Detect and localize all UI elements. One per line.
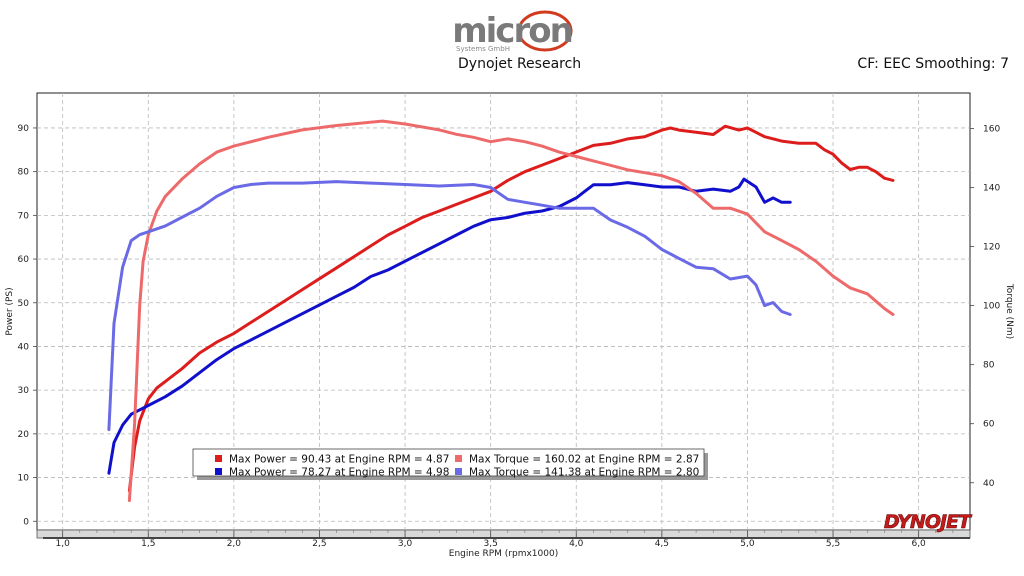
x-axis-title: Engine RPM (rpmx1000)	[449, 549, 558, 559]
torque-run-1-line	[127, 119, 895, 502]
y-left-tick-label: 20	[18, 430, 30, 440]
logo-subtitle: Systems GmbH	[456, 45, 510, 53]
legend-box	[192, 448, 705, 477]
logo-brand: micron	[452, 11, 572, 51]
y-right-tick-label: 60	[983, 420, 995, 430]
legend-entry: Max Power = 90.43 at Engine RPM = 4.87	[229, 454, 449, 466]
y-left-tick-label: 30	[18, 386, 30, 396]
x-tick-label: 4,0	[569, 539, 584, 549]
y-right-axis-title: Torque (Nm)	[1004, 283, 1014, 339]
y-left-tick-label: 40	[18, 342, 30, 352]
x-tick-label: 2,0	[227, 539, 242, 549]
legend-swatch	[455, 455, 462, 462]
y-left-axis-title: Power (PS)	[5, 287, 15, 335]
y-left-tick-label: 80	[18, 168, 30, 178]
dynojet-watermark-text: DYNOJET	[884, 511, 973, 533]
y-right-tick-label: 160	[983, 124, 1000, 134]
legend-swatch	[455, 468, 462, 475]
chart-series	[107, 119, 895, 502]
x-tick-label: 1,0	[56, 539, 71, 549]
x-tick-label: 1,5	[141, 539, 155, 549]
legend-swatch	[215, 468, 222, 475]
chart-axes: 1,0 1,5 2,0 2,5 3,0 3,5 4,0 4,5 5,0 5,5 6,0 0 10 20 30…	[5, 124, 1014, 559]
y-right-tick-label: 80	[983, 361, 995, 371]
x-tick-label: 3,5	[483, 539, 497, 549]
y-right-tick-label: 140	[983, 183, 1000, 193]
y-left-tick-label: 60	[18, 255, 30, 265]
micron-logo: micron Systems GmbH	[452, 10, 574, 53]
dynojet-watermark: DYNOJET	[884, 511, 975, 534]
x-tick-label: 4,5	[655, 539, 669, 549]
x-tick-label: 5,5	[826, 539, 840, 549]
x-tick-label: 6,0	[911, 539, 926, 549]
power-run-2-line	[107, 177, 792, 475]
legend-entry: Max Torque = 160.02 at Engine RPM = 2.87	[469, 454, 699, 466]
correction-factor-info: CF: EEC Smoothing: 7	[857, 56, 1009, 72]
legend-entry: Max Power = 78.27 at Engine RPM = 4.98	[229, 467, 449, 479]
chart-legend: Max Power = 90.43 at Engine RPM = 4.87 Ma…	[192, 448, 708, 480]
y-left-tick-label: 90	[18, 124, 30, 134]
torque-run-2-line	[107, 180, 792, 432]
legend-swatch	[215, 455, 222, 462]
x-tick-label: 2,5	[312, 539, 326, 549]
x-tick-label: 5,0	[740, 539, 755, 549]
logo-swoosh	[517, 10, 573, 52]
y-right-tick-label: 120	[983, 243, 1000, 253]
y-right-tick-label: 40	[983, 479, 995, 489]
y-right-tick-label: 100	[983, 302, 1000, 312]
legend-entry: Max Torque = 141.38 at Engine RPM = 2.80	[469, 467, 699, 479]
chart-title: Dynojet Research	[458, 56, 582, 72]
x-tick-label: 3,0	[398, 539, 413, 549]
y-left-tick-label: 10	[18, 474, 30, 484]
y-left-tick-label: 0	[23, 517, 29, 527]
x-axis-bar	[36, 529, 971, 539]
power-run-1-line	[127, 124, 895, 493]
y-left-tick-label: 70	[18, 211, 30, 221]
y-left-tick-label: 50	[18, 299, 30, 309]
